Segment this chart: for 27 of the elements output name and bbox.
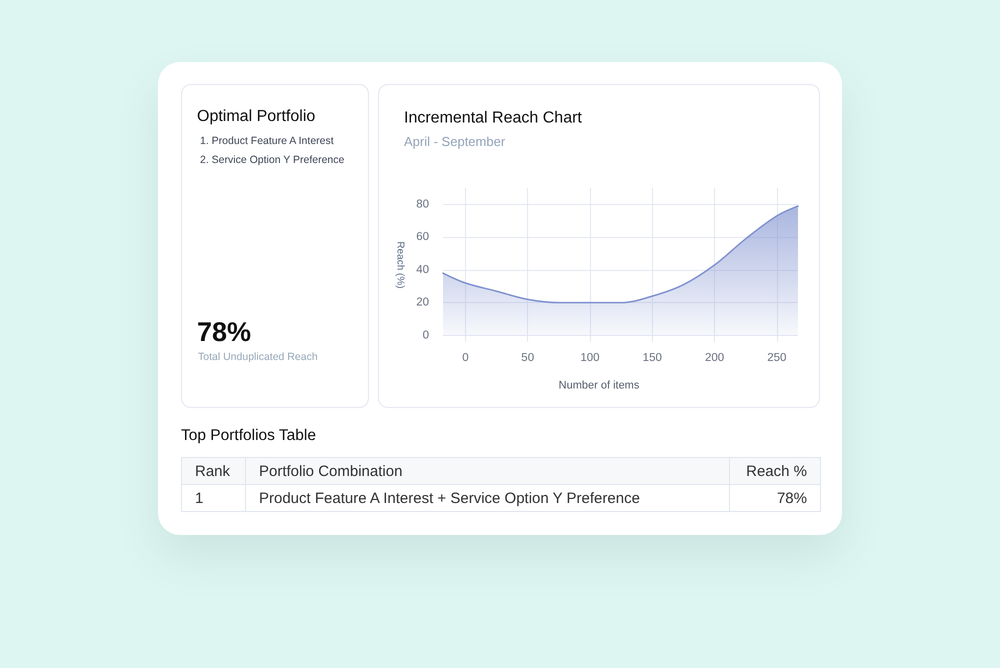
y-axis-title: Reach (%)	[394, 241, 406, 289]
category-label: Reach %	[746, 462, 807, 480]
text: 78%	[197, 317, 252, 347]
y-tick-label: 0	[422, 329, 429, 342]
y-tick-label: 20	[416, 296, 429, 309]
x-tick-label: 250	[767, 352, 786, 364]
chart-subtitle: April - September	[404, 134, 506, 149]
x-tick-label: 200	[704, 352, 724, 364]
category-label: Rank	[195, 462, 230, 480]
x-tick-label: 0	[462, 352, 469, 364]
text: 2. Service Option Y Preference	[200, 154, 344, 166]
x-tick-label: 100	[580, 352, 600, 364]
text: 78%	[776, 490, 807, 506]
y-tick-label: 80	[416, 198, 429, 210]
x-tick-label: 150	[642, 352, 662, 364]
text: Total Unduplicated Reach	[198, 351, 318, 363]
text: Product Feature A Interest + Service Option Y Preference	[259, 490, 640, 506]
category-label: Portfolio Combination	[259, 462, 402, 480]
y-tick-label: 40	[416, 264, 429, 276]
text: 1	[195, 490, 204, 506]
text: Top Portfolios Table	[181, 427, 316, 444]
x-axis-title: Number of items	[558, 380, 640, 392]
text: Optimal Portfolio	[197, 108, 316, 125]
text: 1. Product Feature A Interest	[200, 135, 334, 147]
y-tick-label: 60	[416, 231, 429, 244]
chart-title: Incremental Reach Chart	[404, 110, 582, 126]
x-tick-label: 50	[521, 352, 534, 364]
